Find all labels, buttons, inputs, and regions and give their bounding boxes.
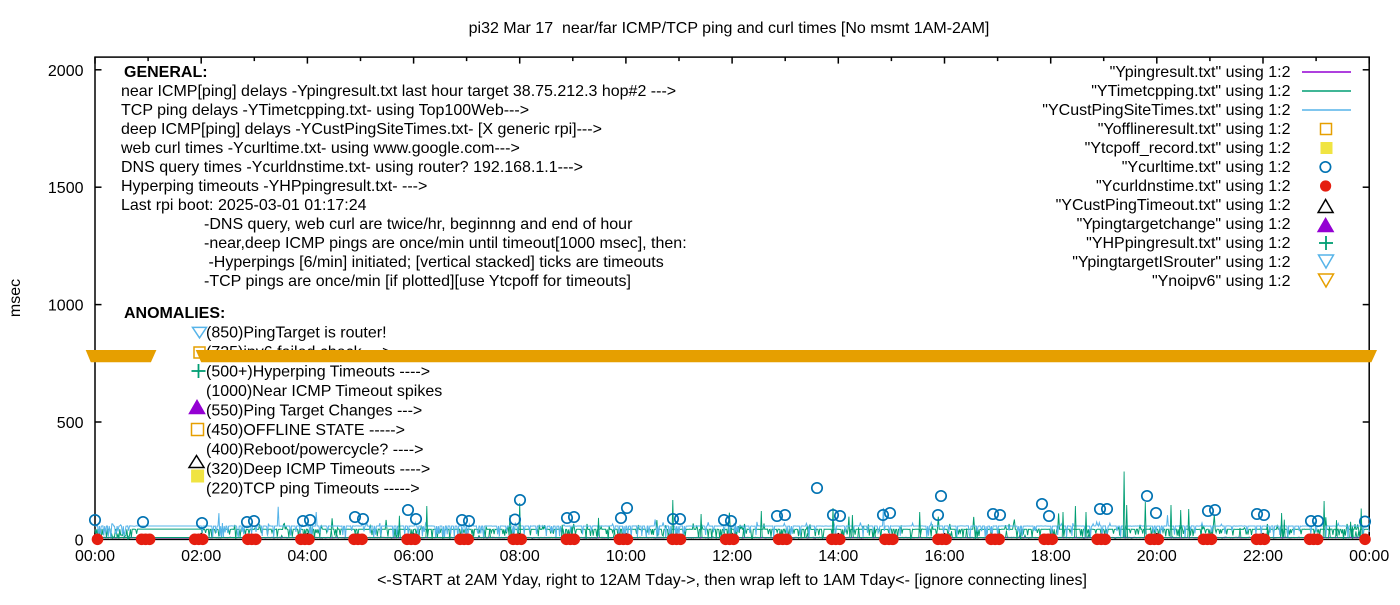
svg-text:"YHPpingresult.txt" using 1:2: "YHPpingresult.txt" using 1:2	[1086, 235, 1290, 252]
svg-text:0: 0	[75, 532, 84, 549]
svg-text:"Ypingresult.txt" using 1:2: "Ypingresult.txt" using 1:2	[1110, 64, 1291, 81]
svg-text:"Ycurldnstime.txt" using 1:2: "Ycurldnstime.txt" using 1:2	[1096, 178, 1291, 195]
svg-text:16:00: 16:00	[924, 548, 964, 565]
svg-text:(500+)Hyperping Timeouts ---->: (500+)Hyperping Timeouts ---->	[206, 364, 430, 381]
svg-text:(220)TCP ping Timeouts ----->: (220)TCP ping Timeouts ----->	[206, 481, 420, 498]
svg-text:near ICMP[ping] delays -Ypingr: near ICMP[ping] delays -Ypingresult.txt …	[121, 83, 676, 100]
svg-text:06:00: 06:00	[394, 548, 434, 565]
svg-text:msec: msec	[7, 279, 24, 317]
svg-text:00:00: 00:00	[75, 548, 115, 565]
svg-text:1500: 1500	[48, 180, 84, 197]
svg-text:web curl times -Ycurltime.txt-: web curl times -Ycurltime.txt- using www…	[120, 140, 520, 157]
svg-text:08:00: 08:00	[500, 548, 540, 565]
svg-text:ANOMALIES:: ANOMALIES:	[124, 305, 225, 322]
svg-text:10:00: 10:00	[606, 548, 646, 565]
svg-text:(400)Reboot/powercycle? ---->: (400)Reboot/powercycle? ---->	[206, 442, 423, 459]
svg-text:-near,deep ICMP pings are once: -near,deep ICMP pings are once/min until…	[204, 235, 687, 252]
svg-text:20:00: 20:00	[1137, 548, 1177, 565]
svg-text:"Ynoipv6" using 1:2: "Ynoipv6" using 1:2	[1152, 273, 1291, 290]
svg-text:22:00: 22:00	[1243, 548, 1283, 565]
svg-text:pi32 Mar 17 near/far ICMP/TCP: pi32 Mar 17 near/far ICMP/TCP ping and c…	[469, 20, 990, 37]
svg-text:<-START at 2AM Yday, right to: <-START at 2AM Yday, right to 12AM Tday-…	[377, 572, 1087, 589]
svg-text:04:00: 04:00	[287, 548, 327, 565]
svg-text:12:00: 12:00	[712, 548, 752, 565]
svg-text:(850)PingTarget is router!: (850)PingTarget is router!	[206, 325, 387, 342]
svg-text:Last rpi boot: 2025-03-01 01:1: Last rpi boot: 2025-03-01 01:17:24	[121, 197, 367, 214]
svg-text:"Ypingtargetchange" using 1:2: "Ypingtargetchange" using 1:2	[1077, 216, 1291, 233]
svg-text:"YpingtargetISrouter" using 1:: "YpingtargetISrouter" using 1:2	[1072, 254, 1290, 271]
svg-text:DNS query times -Ycurldnstime.: DNS query times -Ycurldnstime.txt- using…	[121, 159, 583, 176]
svg-text:deep ICMP[ping] delays -YCustP: deep ICMP[ping] delays -YCustPingSiteTim…	[121, 121, 602, 138]
svg-text:(450)OFFLINE STATE ----->: (450)OFFLINE STATE ----->	[206, 422, 405, 439]
svg-text:"YCustPingTimeout.txt" using 1: "YCustPingTimeout.txt" using 1:2	[1056, 197, 1291, 214]
svg-text:-DNS query, web curl are twice: -DNS query, web curl are twice/hr, begin…	[204, 216, 633, 233]
svg-text:"Ytcpoff_record.txt" using 1:2: "Ytcpoff_record.txt" using 1:2	[1085, 140, 1291, 157]
svg-text:(320)Deep ICMP Timeouts ---->: (320)Deep ICMP Timeouts ---->	[206, 461, 430, 478]
svg-text:500: 500	[57, 415, 84, 432]
svg-text:TCP ping delays -YTimetcpping.: TCP ping delays -YTimetcpping.txt- using…	[121, 102, 529, 119]
svg-text:-TCP pings are once/min [if pl: -TCP pings are once/min [if plotted][use…	[204, 273, 631, 290]
svg-text:"YCustPingSiteTimes.txt" using: "YCustPingSiteTimes.txt" using 1:2	[1042, 102, 1290, 119]
svg-text:GENERAL:: GENERAL:	[124, 64, 208, 81]
svg-text:"Yofflineresult.txt" using 1:2: "Yofflineresult.txt" using 1:2	[1098, 121, 1291, 138]
svg-text:Hyperping timeouts -YHPpingres: Hyperping timeouts -YHPpingresult.txt- -…	[121, 178, 427, 195]
svg-text:-Hyperpings [6/min] initiated;: -Hyperpings [6/min] initiated; [vertical…	[204, 254, 664, 271]
svg-text:00:00: 00:00	[1349, 548, 1389, 565]
svg-text:02:00: 02:00	[181, 548, 221, 565]
svg-text:14:00: 14:00	[818, 548, 858, 565]
svg-text:(550)Ping Target Changes --->: (550)Ping Target Changes --->	[206, 403, 422, 420]
svg-text:2000: 2000	[48, 63, 84, 80]
svg-text:(1000)Near ICMP Timeout spikes: (1000)Near ICMP Timeout spikes	[206, 383, 442, 400]
svg-text:18:00: 18:00	[1031, 548, 1071, 565]
svg-text:"Ycurltime.txt" using 1:2: "Ycurltime.txt" using 1:2	[1122, 159, 1291, 176]
svg-text:1000: 1000	[48, 298, 84, 315]
svg-text:"YTimetcpping.txt" using 1:2: "YTimetcpping.txt" using 1:2	[1091, 83, 1290, 100]
